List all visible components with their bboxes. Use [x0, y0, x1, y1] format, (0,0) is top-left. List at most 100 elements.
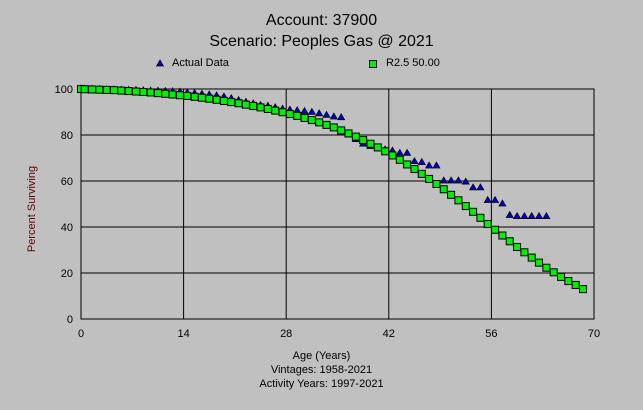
fitted-curve-point — [175, 91, 184, 100]
fitted-curve-point — [425, 174, 434, 183]
fitted-curve-point — [579, 285, 588, 294]
fitted-curve-point — [329, 123, 338, 132]
x-tick-label: 70 — [588, 328, 600, 340]
actual-data-point — [410, 156, 419, 165]
chart-title-scenario: Scenario: Peoples Gas @ 2021 — [209, 33, 434, 50]
y-tick-label: 60 — [61, 176, 73, 188]
chart-title-account: Account: 37900 — [265, 12, 378, 29]
fitted-curve-point — [153, 89, 162, 98]
fitted-curve-point — [146, 88, 155, 97]
fitted-curve-point — [117, 86, 126, 95]
legend-label-actual: Actual Data — [172, 57, 229, 69]
actual-data-point — [300, 106, 309, 114]
fitted-curve-point — [542, 263, 551, 272]
fitted-curve-point — [469, 207, 478, 216]
fitted-curve-point — [293, 111, 302, 120]
legend-triangle-icon — [155, 59, 165, 67]
fitted-curve-point — [80, 85, 89, 94]
actual-data-point — [329, 112, 338, 120]
x-tick-label: 42 — [383, 328, 395, 340]
fitted-curve-point — [322, 120, 331, 129]
fitted-curve-point — [271, 106, 280, 115]
fitted-curve-point — [234, 99, 243, 108]
fitted-curve-point — [373, 143, 382, 152]
fitted-curve-point — [109, 86, 118, 95]
fitted-curve-point — [197, 93, 206, 102]
fitted-curve-point — [447, 190, 456, 199]
activity-years-label: Activity Years: 1997-2021 — [259, 378, 384, 390]
fitted-curve-point — [366, 139, 375, 148]
fitted-curve-point — [564, 277, 573, 286]
fitted-curve-point — [461, 202, 470, 211]
vintages-label: Vintages: 1958-2021 — [270, 364, 373, 376]
fitted-curve-point — [190, 92, 199, 101]
fitted-curve-point — [124, 87, 133, 96]
fitted-curve-point — [505, 237, 514, 246]
actual-data-point — [439, 176, 448, 184]
fitted-curve-point — [241, 100, 250, 109]
actual-data-point — [307, 107, 316, 115]
fitted-curve-point — [315, 118, 324, 127]
actual-data-point — [498, 199, 507, 207]
x-tick-label: 28 — [280, 328, 292, 340]
fitted-curve-point — [571, 280, 580, 289]
fitted-curve-point — [278, 108, 287, 117]
y-tick-label: 0 — [67, 314, 73, 326]
y-axis-label: Percent Surviving — [26, 165, 38, 253]
fitted-curve-point — [227, 98, 236, 107]
fitted-curve-point — [205, 94, 214, 103]
actual-data-point — [446, 176, 456, 184]
fitted-curve-point — [131, 87, 140, 96]
actual-data-point — [322, 110, 331, 118]
legend-square-icon — [369, 60, 377, 68]
fitted-curve-point — [527, 253, 536, 262]
actual-data-point — [454, 176, 463, 184]
fitted-curve-point — [183, 91, 192, 100]
fitted-curve-point — [351, 132, 360, 141]
actual-data-point — [461, 177, 470, 185]
fitted-curve-point — [95, 85, 104, 94]
fitted-curve-point — [359, 136, 368, 145]
fitted-curve-point — [395, 155, 404, 164]
x-axis-label: Age (Years) — [292, 350, 351, 362]
actual-data-point — [476, 183, 485, 191]
fitted-curve-point — [388, 151, 397, 160]
fitted-curve-point — [513, 243, 522, 252]
fitted-curve-point — [432, 179, 441, 188]
fitted-curve-point — [256, 103, 265, 112]
fitted-curve-point — [249, 102, 258, 111]
fitted-curve-point — [344, 129, 353, 138]
fitted-curve-point — [535, 258, 544, 267]
fitted-curve-point — [307, 116, 316, 125]
y-tick-label: 20 — [61, 268, 73, 280]
fitted-curve-point — [300, 113, 309, 122]
y-tick-label: 100 — [55, 84, 73, 96]
actual-data-point — [424, 161, 434, 169]
fitted-curve-point — [285, 110, 294, 119]
fitted-curve-point — [498, 231, 507, 240]
actual-data-point — [417, 157, 426, 165]
actual-data-point — [512, 211, 522, 219]
grid — [80, 88, 595, 320]
fitted-curve-point — [381, 147, 390, 156]
fitted-curve-point — [337, 126, 346, 135]
fitted-curve-point — [212, 95, 221, 104]
actual-data-point — [534, 211, 544, 219]
x-tick-label: 0 — [78, 328, 84, 340]
tick-labels: 0 14 28 42 56 70 0 20 40 60 80 100 — [55, 84, 600, 340]
fitted-curve-point — [102, 85, 111, 94]
fitted-curve-point — [161, 89, 170, 98]
fitted-curve-point — [439, 185, 448, 194]
actual-data-point — [403, 148, 412, 156]
legend-label-fitted: R2.5 50.00 — [386, 57, 440, 69]
actual-data-point — [395, 148, 404, 156]
actual-data-point — [505, 210, 514, 218]
x-tick-label: 14 — [177, 328, 189, 340]
actual-data-point — [483, 195, 492, 203]
fitted-curve-point — [454, 196, 463, 205]
y-tick-label: 40 — [61, 222, 73, 234]
actual-data-point — [490, 195, 500, 203]
fitted-curve-point — [87, 85, 96, 94]
actual-data-point — [542, 211, 551, 219]
